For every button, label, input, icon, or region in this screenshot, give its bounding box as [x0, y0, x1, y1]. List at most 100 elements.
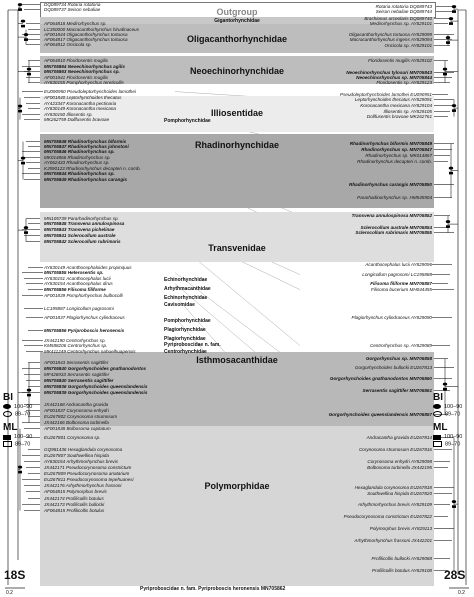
right-taxon-label: Plagiorhynchus cylindraceus AY829090 [351, 315, 432, 320]
right-taxon-label: Arhythmorhynchus frassoni JX442201 [354, 538, 432, 543]
right-taxon-label: Rhadinorhynchus decapteri n. comb. [357, 159, 432, 164]
right-taxon-label: Profilicollis bullocki AY829088 [371, 556, 432, 561]
support-square-icon [21, 161, 25, 165]
family-band-illiosentidae [40, 96, 434, 132]
right-taxon-label: Floridosentis sp. AY829123 [376, 80, 432, 85]
right-taxon-label: Floridosentis mugilis AY829102 [368, 58, 432, 63]
support-circle-icon [26, 388, 32, 392]
middle-label: Cavisomidae [164, 302, 195, 308]
left-taxon-label: JX442171 Pseudocorynosoma constrictum [44, 465, 132, 470]
support-circle-icon [20, 19, 26, 23]
support-square-icon [452, 109, 456, 112]
support-circle-icon [17, 465, 23, 469]
left-taxon-label: MN705864 Neoechinorhynchus agilis [44, 64, 125, 69]
left-taxon-label: EU090950 Pseudoleptorhynchoides lamothei [44, 89, 136, 94]
left-taxon-label: MF426933 Serrasentis sagittifer [44, 372, 110, 377]
bottom-family-label: Pyriproboscidae n. fam. Pyriproboscis he… [140, 586, 286, 592]
open-square-icon [433, 441, 442, 448]
legend-bi-strong-text-right: 100–90 [444, 404, 463, 410]
left-taxon-label: EU267802 Corynosoma strumosum [44, 414, 118, 419]
family-label-illiosentidae: Illiosentidae [210, 108, 263, 118]
right-taxon-label: Koronacantha mexicana AY829104 [360, 103, 432, 108]
left-taxon-label: AY830154 Acanthocephalus dirus [44, 281, 113, 286]
left-taxon-label: AY423347 Koronacantha pectinaria [44, 101, 117, 106]
support-square-icon [21, 24, 25, 28]
right-taxon-label: Sclerocollum australe MN705854 [360, 225, 433, 230]
filled-circle-icon [433, 404, 441, 410]
open-circle-icon [433, 411, 442, 417]
legend-ml-weak: 89–70 [3, 441, 43, 448]
right-taxon-label: Pseudocorynosoma constrictum EU267822 [343, 514, 432, 519]
left-taxon-label: JX442176 Arhythmorhynchus frassoni [44, 483, 122, 488]
support-circle-icon [17, 104, 23, 108]
legend-bi-strong-text: 100–90 [14, 404, 33, 410]
support-circle-icon [23, 226, 29, 230]
right-taxon-label: Pararhadinorhynchus sp. HM545904 [357, 195, 432, 200]
left-taxon-label: EU267811 Pseudocorynosoma tepehuanesi [44, 477, 134, 482]
right-taxon-label: Rotaria rotatoria DQ089743 [375, 4, 432, 9]
left-taxon-label: MK411249 Centrorhynchus nahuelhuapensis [44, 349, 136, 354]
right-taxon-label: Neoechinorhynchus sp. MN705844 [356, 75, 432, 80]
left-taxon-label: MN705856 Pyriproboscis heronensis [44, 328, 125, 333]
support-square-icon [27, 72, 31, 76]
legend-bi-strong-right: 100–90 [433, 404, 473, 411]
middle-label: Pyriproboscidae n. fam. [164, 342, 221, 348]
family-band-neoechinorhynchidae [40, 56, 434, 84]
association-line [174, 272, 301, 368]
middle-label: Echinorhynchidae [164, 295, 208, 301]
left-taxon-label: MN705848 Rhadinorhynchus biformis [44, 139, 127, 144]
family-band-polymorphidae [40, 426, 434, 586]
middle-label: Pomphorhynchidae [164, 118, 211, 124]
left-taxon-label: MN705845 Transvena annulospinosa [44, 221, 125, 226]
right-taxon-label: Oncicola sp. AY829101 [384, 43, 433, 48]
left-taxon-label: MN705846 Rhadinorhynchus sp. [44, 149, 115, 154]
right-taxon-label: Acanthocephalus lucii AY829096 [365, 262, 432, 267]
left-taxon-label: AF064810 Floridosentis mugilis [44, 58, 109, 63]
right-taxon-label: Rhadinorhynchus sp. MK014867 [365, 153, 432, 158]
left-taxon-label: EU267809 Pseudocorynosoma anatarium [44, 471, 130, 476]
left-taxon-label: MN705840 Serrasentis sagittifer [44, 378, 114, 383]
right-taxon-label: Gorgorhynchoides queenslandensis MN70585… [328, 412, 432, 417]
left-taxon-label: KM588206 Centrorhynchus sp. [44, 343, 108, 348]
left-taxon-label: MK262759 Dollfusentis bravoae [44, 117, 110, 122]
right-taxon-label: Macracanthorhynchus ingens AY829094 [349, 37, 432, 42]
family-label-rhadinorhynchidae: Rhadinorhynchidae [194, 140, 279, 150]
middle-label: Plagiorhynchidae [164, 327, 206, 333]
support-square-icon [452, 505, 456, 508]
left-taxon-label: AF001837 Plagiorhynchus cylindraceus [44, 315, 125, 320]
left-taxon-label: DQ089734 Rotaria rotatoria [44, 2, 101, 7]
support-circle-icon [451, 500, 457, 504]
left-taxon-label: AF001839 Pomphorhynchus bulbocolli [44, 293, 123, 298]
left-taxon-label: AF064817 Oligacanthorhynchus tortuosa [44, 37, 128, 42]
right-taxon-label: Filisoma filiforme MN705857 [370, 281, 432, 286]
right-taxon-label: Bolbosoma turbinella JX442195 [367, 465, 432, 470]
right-taxon-label: Polymorphus brevis AY829113 [369, 526, 432, 531]
right-taxon-label: Gorgorhynchus sp. MN705858 [365, 356, 432, 361]
support-square-icon [452, 10, 456, 13]
left-taxon-label: GQ981436 Hexaglandula corynosoma [44, 447, 123, 452]
right-taxon-label: Rhadinorhynchus biformis MN705849 [349, 141, 432, 146]
left-taxon-label: JX442168 Andracantha gravida [44, 402, 109, 407]
left-taxon-label: AF001844 Oligacanthorhynchus tortuosa [44, 32, 128, 37]
right-taxon-label: Longicollum pagrosomi LC195888 [362, 272, 432, 277]
filled-circle-icon [3, 404, 11, 410]
legend-ml-weak-right: 89–70 [433, 441, 473, 448]
right-taxon-label: Rhadinorhynchus sp. MN705847 [361, 147, 432, 152]
right-taxon-label: Illiosentis sp. AY829105 [383, 109, 432, 114]
left-taxon-label: MN705841 Sclerocollum australe [44, 233, 116, 238]
family-label-neoechinorhynchidae: Neoechinorhynchidae [189, 66, 285, 76]
left-taxon-label: DQ089737 Seison nebaliae [44, 7, 101, 12]
support-circle-icon [20, 156, 26, 160]
family-label-polymorphidae: Polymorphidae [204, 481, 270, 491]
left-taxon-label: AY830155 Pomphorhynchus tereticollis [44, 80, 124, 85]
legend-bi-weak-right: 89–70 [433, 411, 473, 418]
left-taxon-label: AF064818 Medirorhynchus sp. [44, 21, 107, 26]
family-label-gigantorhynchidae: Gigantorhynchidae [214, 18, 260, 24]
left-taxon-label: AY830154 Arhythmorhynchus brevis [44, 459, 119, 464]
legend-ml-strong-text: 100–90 [14, 434, 33, 441]
legend-left: BI 100–90 89–70 ML 100–90 89–70 [3, 392, 43, 449]
right-taxon-label: Profilicollis botulus AY829108 [371, 568, 432, 573]
left-taxon-label: LC195887 Longicollum pagrosomi [44, 306, 114, 311]
family-label-outgroup: Outgroup [216, 7, 258, 17]
right-taxon-label: Medirorhynchus sp. AY829101 [369, 21, 432, 26]
